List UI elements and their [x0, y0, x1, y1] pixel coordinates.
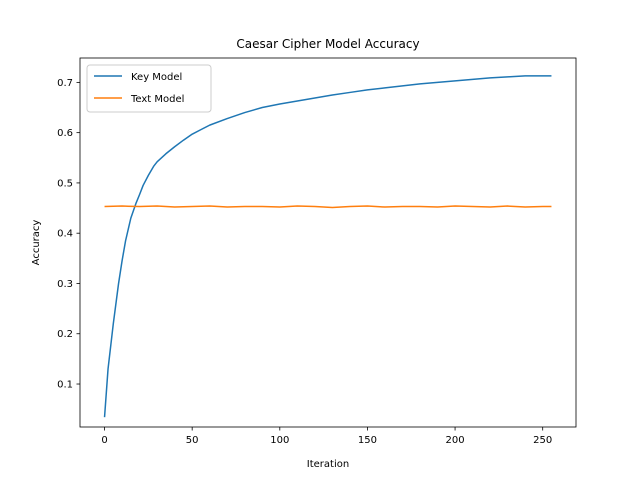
y-tick-label-0.3: 0.3 — [57, 279, 73, 290]
legend-label-text-model: Text Model — [130, 94, 184, 105]
x-tick-label-100: 100 — [270, 435, 289, 446]
y-tick-label-0.2: 0.2 — [57, 329, 73, 340]
legend-label-key-model: Key Model — [131, 72, 182, 83]
x-tick-label-200: 200 — [446, 435, 465, 446]
plot-area: 0 50 100 150 200 250 0.1 0.2 0.3 0.4 0.5 0.6 0.7 — [57, 57, 577, 446]
y-tick-label-0.6: 0.6 — [57, 128, 73, 139]
x-axis: 0 50 100 150 200 250 — [101, 427, 552, 446]
chart-title: Caesar Cipher Model Accuracy — [236, 37, 419, 51]
x-tick-label-0: 0 — [101, 435, 107, 446]
y-tick-label-0.5: 0.5 — [57, 178, 73, 189]
y-tick-label-0.1: 0.1 — [57, 380, 73, 391]
x-tick-label-50: 50 — [186, 435, 199, 446]
series-line-key-model — [103, 75, 552, 418]
x-axis-label: Iteration — [307, 459, 349, 470]
plot-frame — [79, 57, 577, 428]
y-tick-label-0.4: 0.4 — [57, 229, 73, 240]
x-tick-label-250: 250 — [533, 435, 552, 446]
series-layer — [103, 75, 552, 418]
legend: Key Model Text Model — [86, 64, 212, 113]
x-tick-label-150: 150 — [358, 435, 377, 446]
plot-background — [80, 58, 576, 427]
series-line-text-model — [104, 205, 552, 209]
y-tick-label-0.7: 0.7 — [57, 78, 73, 89]
y-axis-label: Accuracy — [31, 220, 42, 266]
y-axis: 0.1 0.2 0.3 0.4 0.5 0.6 0.7 — [57, 78, 80, 391]
